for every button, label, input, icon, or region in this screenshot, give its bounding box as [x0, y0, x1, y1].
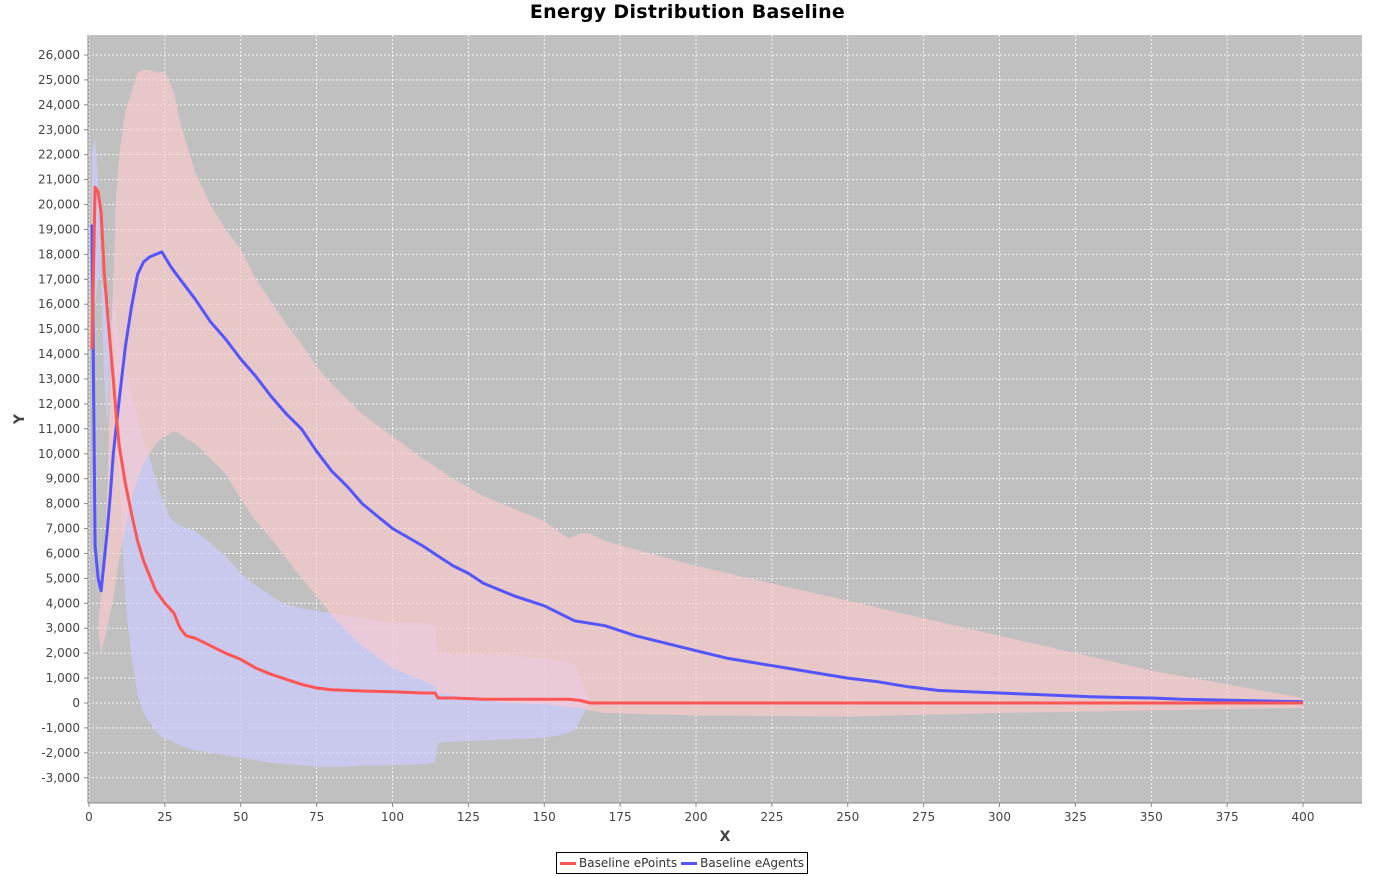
band-eagents	[92, 137, 590, 767]
legend-label-epoints: Baseline ePoints	[579, 856, 678, 870]
y-tick-label: 13,000	[38, 372, 80, 386]
x-tick-label: 50	[233, 810, 248, 824]
x-tick-label: 225	[760, 810, 783, 824]
x-tick-label: 375	[1216, 810, 1239, 824]
legend: Baseline ePoints Baseline eAgents	[556, 852, 808, 874]
x-tick-label: 175	[609, 810, 632, 824]
axes: 0 25 50 75 100 125 150 175 200 225 250 275 300 325 350…	[38, 35, 1362, 824]
y-tick-label: 6,000	[46, 546, 80, 560]
y-tick-label: -1,000	[41, 721, 80, 735]
y-tick-label: 21,000	[38, 173, 80, 187]
y-tick-label: 19,000	[38, 222, 80, 236]
y-tick-label: 9,000	[46, 472, 80, 486]
y-tick-label: 4,000	[46, 596, 80, 610]
x-tick-label: 0	[85, 810, 93, 824]
x-tick-label: 250	[836, 810, 859, 824]
y-tick-label: 25,000	[38, 73, 80, 87]
y-tick-label: 0	[72, 696, 80, 710]
y-tick-label: 26,000	[38, 48, 80, 62]
chart-title: Energy Distribution Baseline	[529, 1, 846, 23]
x-tick-label: 350	[1140, 810, 1163, 824]
legend-item-epoints: Baseline ePoints	[560, 856, 677, 870]
y-tick-label: 15,000	[38, 322, 80, 336]
series-lines	[90, 185, 1304, 705]
y-tick-label: 16,000	[38, 297, 80, 311]
y-tick-label: 1,000	[46, 671, 80, 685]
y-tick-label: 10,000	[38, 447, 80, 461]
x-tick-label: 125	[457, 810, 480, 824]
legend-swatch-epoints	[560, 861, 576, 865]
y-tick-label: 2,000	[46, 646, 80, 660]
x-axis-label: X	[720, 829, 731, 845]
legend-label-eagents: Baseline eAgents	[700, 856, 804, 870]
x-tick-label: 25	[157, 810, 172, 824]
x-tick-label: 400	[1292, 810, 1315, 824]
legend-swatch-eagents	[681, 861, 698, 865]
y-tick-label: 7,000	[46, 522, 80, 536]
band-epoints	[92, 70, 1303, 717]
x-tick-label: 150	[533, 810, 556, 824]
y-tick-label: 3,000	[46, 621, 80, 635]
y-tick-label: 11,000	[38, 422, 80, 436]
x-tick-label: 300	[988, 810, 1011, 824]
y-tick-label: -3,000	[41, 771, 80, 785]
y-tick-label: 22,000	[38, 148, 80, 162]
x-tick-label: 75	[309, 810, 324, 824]
y-tick-label: 8,000	[46, 497, 80, 511]
confidence-bands	[92, 70, 1303, 767]
legend-item-eagents: Baseline eAgents	[681, 856, 804, 870]
x-tick-label: 275	[912, 810, 935, 824]
y-tick-label: 5,000	[46, 571, 80, 585]
y-tick-label: 18,000	[38, 247, 80, 261]
y-tick-label: 24,000	[38, 98, 80, 112]
x-tick-label: 200	[685, 810, 708, 824]
y-tick-label: 20,000	[38, 198, 80, 212]
y-tick-label: 14,000	[38, 347, 80, 361]
series-line-epoints	[90, 185, 1303, 705]
chart-plot: 0 25 50 75 100 125 150 175 200 225 250 275 300 325 350…	[12, 35, 1362, 845]
x-tick-label: 100	[381, 810, 404, 824]
y-tick-label: 23,000	[38, 123, 80, 137]
y-tick-label: -2,000	[41, 746, 80, 760]
y-axis-label: Y	[12, 413, 28, 425]
series-line-eagents	[90, 224, 1304, 704]
x-tick-label: 325	[1064, 810, 1087, 824]
y-tick-label: 17,000	[38, 272, 80, 286]
y-tick-label: 12,000	[38, 397, 80, 411]
